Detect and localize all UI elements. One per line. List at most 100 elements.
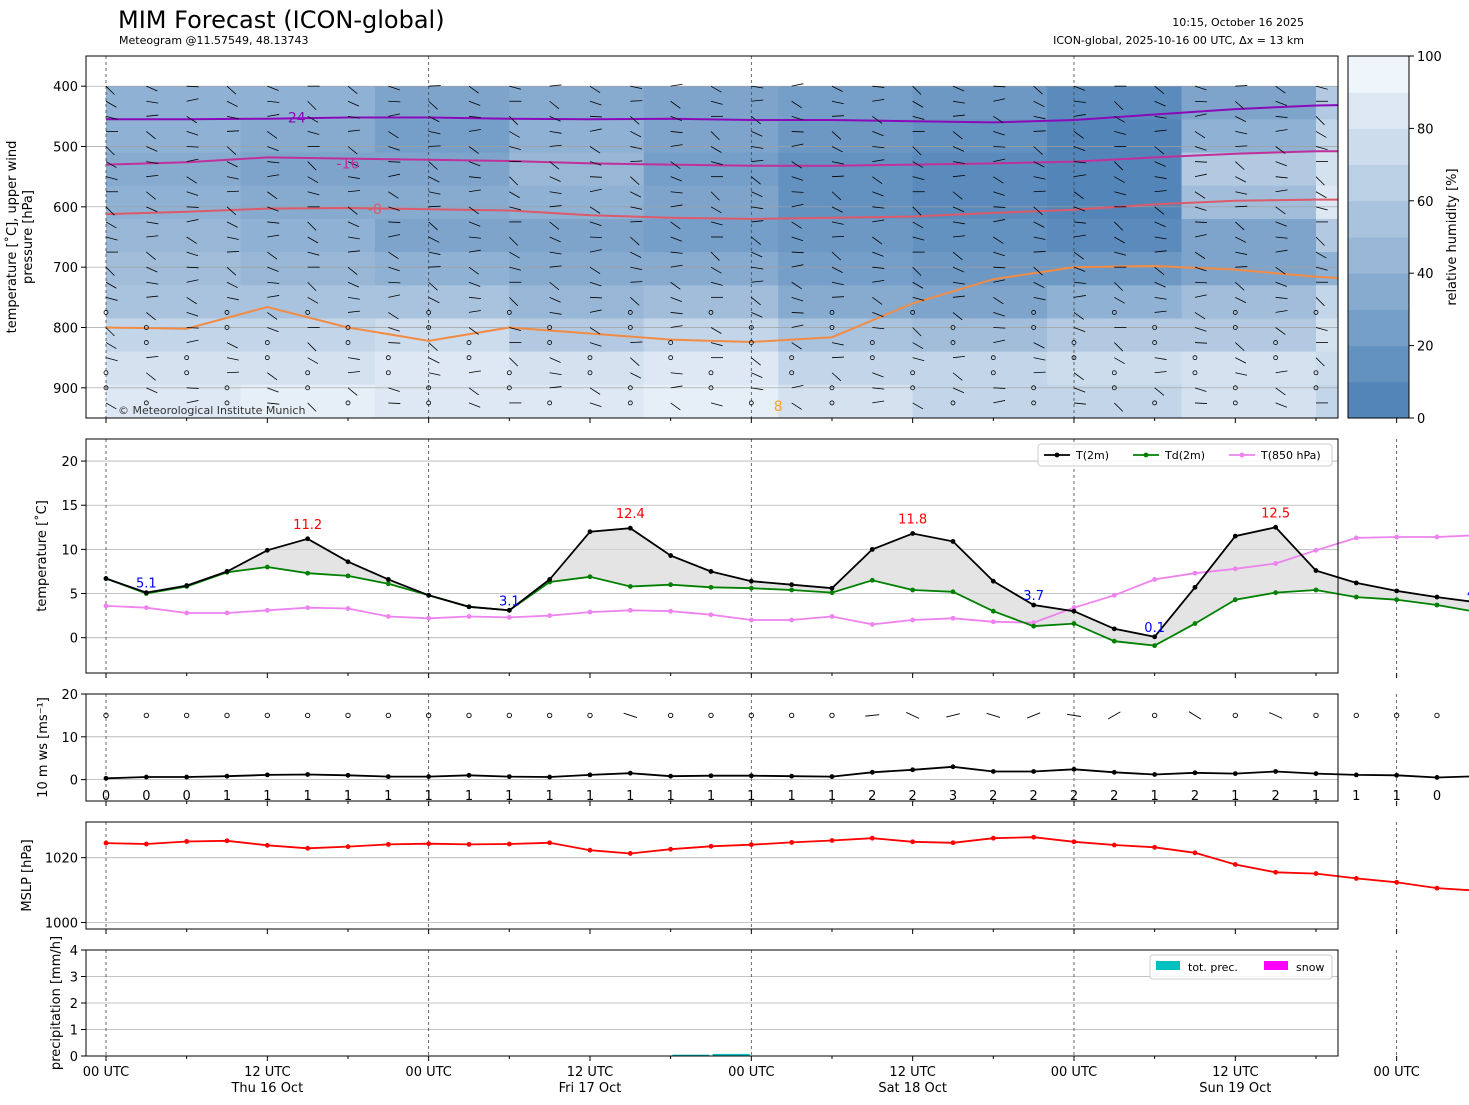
mslp-point (1031, 834, 1037, 840)
wind-barb-icon (226, 251, 240, 253)
wind-barb-icon (831, 191, 842, 201)
calm-wind-icon (708, 385, 714, 391)
wind-barb-icon (710, 191, 720, 201)
td2m-point (345, 573, 351, 579)
wind-barb-icon (1194, 221, 1207, 223)
wind-barb-icon (751, 85, 764, 89)
wind-barb-icon (670, 236, 683, 242)
humidity-cell (912, 218, 1048, 253)
wind-barb-icon (105, 221, 117, 229)
wind-barb-icon (1154, 115, 1167, 119)
calm-wind-icon (708, 712, 714, 719)
wind-barb-icon (831, 235, 844, 238)
wind-barb-icon (1026, 712, 1041, 719)
calm-wind-icon (1031, 325, 1037, 330)
wind-speed-point (950, 764, 956, 770)
wind-barb-icon (1073, 191, 1084, 200)
wind-barb-icon (428, 131, 441, 135)
wind-barb-icon (751, 387, 764, 391)
wind-barb-icon (1235, 100, 1245, 110)
wind-barb-icon (347, 371, 360, 374)
humidity-cell (1181, 384, 1317, 418)
wind-barb-icon (993, 251, 1005, 257)
wind-barb-icon (831, 175, 844, 178)
upper-air-ytick-label: 500 (53, 141, 78, 156)
wind-barb-icon (428, 100, 438, 110)
td2m-point (1111, 638, 1117, 644)
wind-barb-icon (710, 85, 722, 93)
colorbar-frame (1347, 55, 1410, 419)
calm-wind-icon (627, 385, 633, 391)
wind-barb-icon (589, 342, 602, 347)
wind-barb-icon (468, 100, 481, 106)
mslp-point (385, 841, 391, 847)
wind-barb-icon (670, 325, 683, 328)
wind-barb-icon (1194, 161, 1207, 163)
humidity-cell (374, 152, 510, 187)
wind-barb-icon (1073, 85, 1086, 91)
wind-speed-label: 2 (1272, 789, 1280, 804)
wind-barb-icon (1275, 266, 1286, 275)
humidity-cell (778, 152, 914, 187)
max-temp-label: 12.4 (616, 507, 645, 522)
wind-barb-icon (1033, 176, 1046, 180)
wind-barb-icon (186, 219, 199, 223)
wind-barb-icon (791, 402, 802, 410)
wind-barb-icon (267, 114, 280, 117)
precipitation-ylabel: precipitation [mm/h] (49, 936, 64, 1070)
wind-barb-icon (267, 387, 279, 393)
wind-barb-icon (428, 161, 438, 170)
wind-barb-icon (105, 146, 115, 156)
wind-barb-icon (1073, 234, 1086, 238)
wind-barb-icon (952, 161, 965, 164)
wind-speed-point (1232, 771, 1238, 777)
td2m-point (1071, 621, 1077, 626)
wind-barb-icon (993, 85, 1006, 88)
wind-barb-icon (267, 191, 278, 200)
calm-wind-icon (305, 385, 311, 391)
wind-barb-icon (952, 387, 965, 394)
wind-barb-icon (549, 251, 562, 255)
wind-barb-icon (226, 221, 238, 228)
wind-barb-icon (791, 264, 804, 268)
wind-barb-icon (549, 115, 561, 122)
humidity-cell (374, 185, 510, 220)
wind-barb-icon (549, 236, 561, 243)
wind-barb-icon (791, 384, 804, 389)
calm-wind-icon (950, 340, 956, 345)
wind-barb-icon (1114, 342, 1124, 352)
wind-barb-icon (509, 236, 519, 246)
wind-barb-icon (1033, 221, 1045, 228)
wind-barb-icon (670, 221, 681, 230)
t850-point (1031, 620, 1037, 626)
mslp-point (1394, 879, 1400, 885)
wind-barb-icon (791, 203, 804, 208)
wind-barb-icon (1154, 387, 1165, 396)
legend-swatch (1264, 961, 1288, 970)
wind-barb-icon (1194, 251, 1206, 259)
calm-wind-icon (1434, 712, 1440, 719)
wind-frame (85, 693, 1339, 802)
wind-barb-icon (1275, 249, 1288, 253)
wind-barb-icon (1114, 161, 1124, 171)
humidity-cell (1047, 252, 1183, 286)
humidity-cell (106, 384, 242, 418)
humidity-cell (1315, 119, 1338, 154)
wind-barb-icon (710, 100, 723, 105)
colorbar-segment (1348, 237, 1409, 274)
td2m-point (627, 584, 633, 589)
wind-barb-icon (1437, 116, 1446, 124)
wind-barb-icon (105, 402, 117, 410)
t2m-point (1192, 584, 1198, 590)
wind-barb-icon (751, 191, 763, 197)
colorbar-segment (1348, 92, 1409, 129)
wind-barb-icon (791, 115, 804, 121)
wind-barb-icon (509, 327, 522, 331)
calm-wind-icon (1393, 712, 1400, 719)
calm-wind-icon (547, 325, 553, 330)
wind-speed-point (385, 774, 391, 780)
calm-wind-icon (950, 400, 956, 406)
wind-barb-icon (670, 281, 681, 290)
calm-wind-icon (1435, 326, 1439, 330)
wind-barb-icon (1073, 206, 1086, 212)
